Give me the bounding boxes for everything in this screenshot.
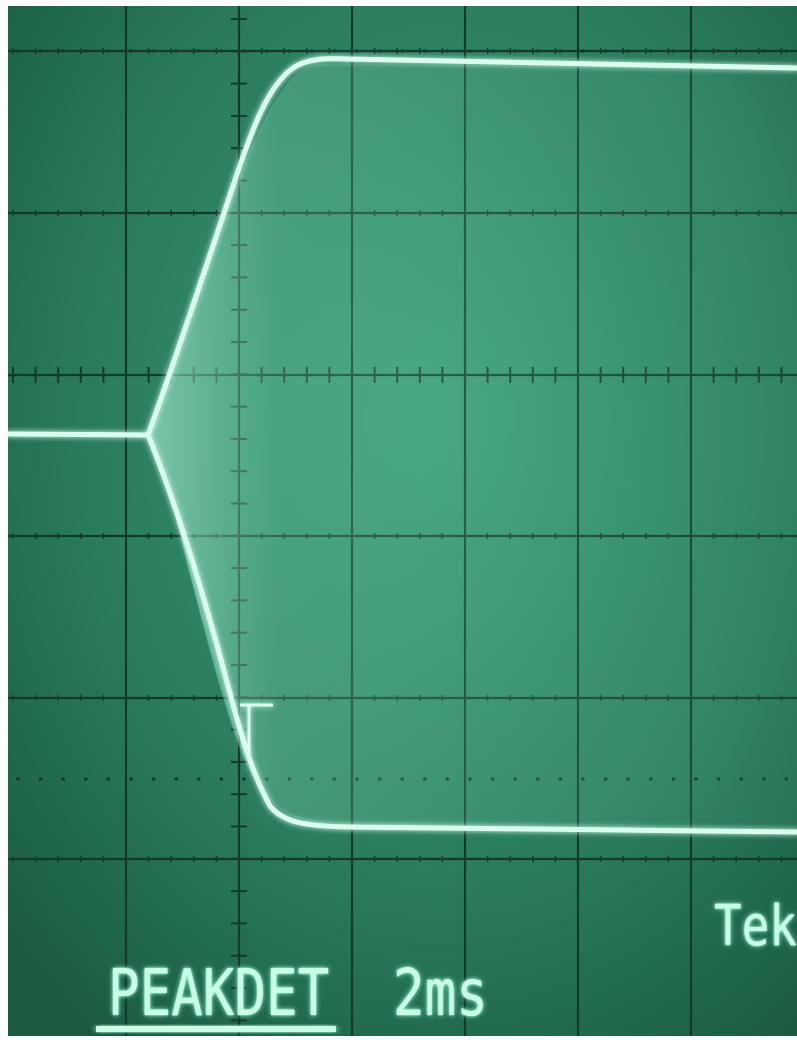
graticule-dot [106, 777, 111, 781]
graticule-dot [61, 49, 65, 53]
signal-envelope-fill [148, 64, 797, 832]
upper-envelope-trace [145, 56, 797, 438]
graticule-dot [197, 49, 201, 53]
graticule-dot [694, 49, 698, 53]
graticule-dot [151, 777, 156, 781]
brand-logo-text: Tek [714, 894, 797, 959]
graticule-dot [264, 49, 269, 53]
graticule-dot [513, 49, 517, 53]
graticule-dot [332, 49, 337, 53]
graticule-dot [16, 49, 20, 53]
graticule-dot [762, 49, 766, 53]
graticule-dot [445, 49, 450, 53]
baseline-trace [8, 431, 151, 438]
graticule-dot [626, 49, 630, 53]
graticule-dot [151, 49, 156, 53]
graticule-dot [84, 777, 88, 781]
graticule-dot [38, 777, 43, 781]
graticule-dot [649, 49, 653, 53]
lower-envelope-trace [145, 432, 797, 835]
graticule-dot [536, 49, 540, 53]
graticule-dot [423, 49, 427, 53]
graticule-dot [355, 49, 359, 53]
graticule-dot [219, 777, 224, 781]
graticule-dot [310, 49, 314, 53]
graticule-dot [129, 49, 133, 53]
graticule-dot [38, 49, 43, 53]
graticule-dot [197, 777, 201, 781]
scope-display [8, 6, 797, 1036]
graticule-dot [219, 49, 224, 53]
graticule-dot [242, 49, 246, 53]
acquisition-mode-label: PEAKDET [108, 957, 330, 1031]
graticule-dot [739, 49, 743, 53]
oscilloscope-screen: PEAKDET 2ms Tek [8, 6, 797, 1036]
graticule-dot [174, 777, 178, 781]
signal-trace [8, 56, 797, 835]
timebase-label: 2ms [393, 957, 488, 1031]
graticule-dot [603, 49, 608, 53]
graticule-dot [671, 49, 676, 53]
graticule-dot [716, 49, 721, 53]
graticule-dot [558, 49, 563, 53]
mode-underline [96, 1026, 336, 1032]
graticule-dot [242, 777, 246, 781]
graticule-dot [581, 49, 585, 53]
graticule-dot [61, 777, 65, 781]
graticule-dot [174, 49, 178, 53]
graticule-dot [400, 49, 405, 53]
graticule-dot [490, 49, 495, 53]
trigger-level-marker [240, 703, 273, 754]
graticule-dot [468, 49, 472, 53]
graticule-dot [784, 49, 789, 53]
graticule-dot [84, 49, 88, 53]
graticule-dot [287, 49, 292, 53]
graticule-dot [377, 49, 382, 53]
graticule-dot [16, 777, 20, 781]
graticule-dot [106, 49, 111, 53]
graticule-dot [129, 777, 133, 781]
